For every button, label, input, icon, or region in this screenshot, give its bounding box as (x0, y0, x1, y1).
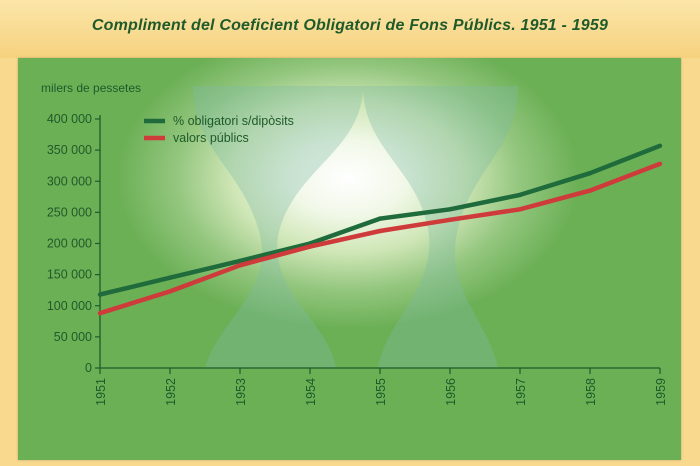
y-tick-label: 350 000 (47, 143, 92, 157)
data-point (447, 207, 453, 212)
data-point (657, 143, 663, 148)
data-point (97, 311, 103, 316)
data-point (587, 170, 593, 176)
legend: % obligatori s/dipòsits valors públics (144, 114, 294, 145)
data-point (587, 188, 593, 193)
x-axis: 1951 1952 1953 1954 1955 1956 1957 1958 1959 (94, 367, 668, 406)
x-tick-label: 1951 (94, 378, 108, 406)
data-point (167, 275, 173, 280)
series-line-2 (99, 161, 661, 316)
x-tick-label: 1954 (304, 378, 318, 406)
x-tick-label: 1952 (164, 378, 178, 406)
series-lines (97, 143, 663, 316)
data-point (447, 217, 453, 223)
x-tick-label: 1957 (514, 378, 528, 406)
x-tick-label: 1959 (654, 378, 668, 406)
y-axis: 0 50 000 100 000 150 000 200 000 250 000 300 0… (47, 112, 101, 375)
data-point (237, 258, 243, 264)
y-tick-label: 200 000 (47, 237, 92, 251)
data-point (517, 207, 523, 212)
y-tick-label: 100 000 (47, 299, 92, 313)
y-tick-label: 300 000 (47, 174, 92, 188)
y-tick-label: 50 000 (54, 330, 92, 344)
title-banner (0, 0, 700, 58)
line-chart: milers de pessetes 0 50 000 100 000 150 000… (41, 81, 668, 406)
y-tick-label: 250 000 (47, 205, 92, 219)
data-point (377, 228, 383, 234)
x-tick-label: 1955 (374, 378, 388, 406)
data-point (517, 192, 523, 198)
data-point (237, 263, 243, 268)
legend-label: % obligatori s/dipòsits (173, 114, 294, 128)
chart-panel: milers de pessetes 0 50 000 100 000 150 000… (18, 58, 681, 460)
y-tick-label: 0 (85, 361, 92, 375)
chart-title: Compliment del Coeficient Obligatori de … (91, 17, 609, 34)
data-point (377, 216, 383, 221)
background-omega-watermark (193, 86, 518, 368)
x-tick-label: 1956 (444, 378, 458, 406)
y-tick-label: 400 000 (47, 112, 92, 126)
y-axis-label: milers de pessetes (41, 81, 141, 95)
data-point (657, 161, 663, 167)
x-tick-label: 1958 (584, 378, 598, 406)
legend-label: valors públics (173, 131, 249, 145)
data-point (167, 289, 173, 294)
data-point (307, 244, 313, 249)
y-tick-label: 150 000 (47, 268, 92, 282)
data-point (97, 292, 103, 297)
x-tick-label: 1953 (234, 378, 248, 406)
